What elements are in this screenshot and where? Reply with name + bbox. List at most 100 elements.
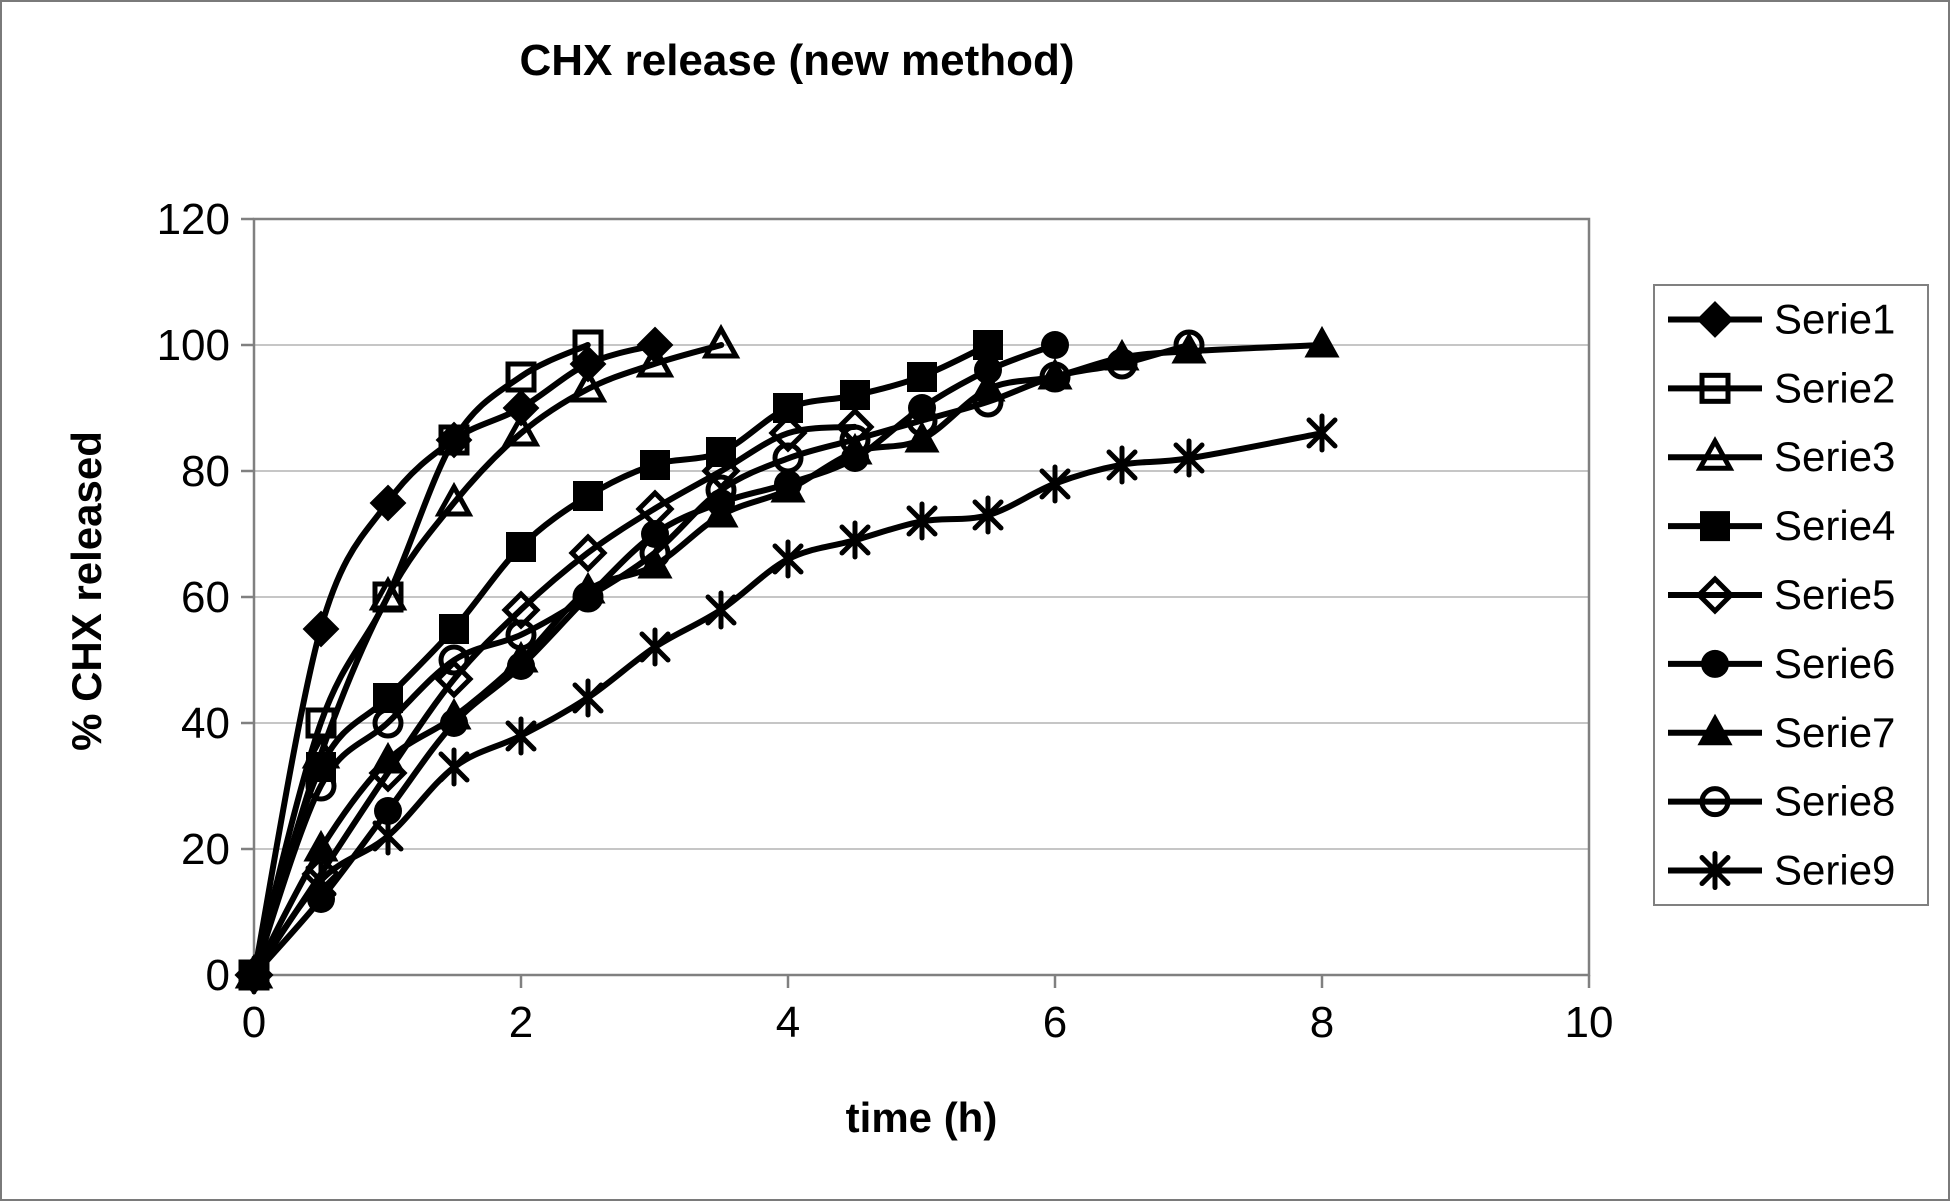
asterisk-stroke	[305, 865, 337, 897]
marker-triangle-open	[1695, 436, 1735, 471]
marker-square-filled	[1700, 511, 1730, 542]
marker-asterisk	[372, 816, 404, 856]
marker-square-filled	[840, 380, 870, 410]
marker-square-open	[1699, 372, 1731, 404]
marker-triangle-open	[701, 323, 741, 359]
marker-triangle-filled	[904, 420, 940, 453]
marker-asterisk	[705, 590, 737, 630]
asterisk-stroke	[906, 505, 938, 537]
asterisk-stroke	[438, 751, 470, 783]
legend-label: Serie3	[1774, 433, 1895, 480]
legend-item: Serie6	[1668, 640, 1895, 687]
marker-triangle-open	[368, 575, 408, 611]
legend-item: Serie3	[1668, 433, 1895, 480]
marker-asterisk	[839, 520, 871, 560]
marker-circle-open	[1106, 348, 1138, 380]
marker-asterisk	[572, 678, 604, 718]
marker-square-filled	[907, 362, 937, 392]
marker-diamond-filled	[1696, 301, 1734, 338]
marker-diamond-open	[1695, 575, 1735, 615]
x-tick-label: 6	[1043, 998, 1067, 1047]
marker-asterisk	[1173, 438, 1205, 478]
marker-triangle-filled	[303, 829, 339, 862]
legend-label: Serie8	[1774, 778, 1895, 825]
legend-item: Serie8	[1668, 778, 1895, 825]
marker-triangle-filled	[436, 697, 472, 730]
marker-diamond-open	[501, 590, 541, 630]
marker-triangle-open	[635, 342, 675, 378]
asterisk-stroke	[705, 594, 737, 626]
marker-triangle-filled	[703, 495, 739, 528]
marker-circle-open	[972, 386, 1004, 418]
asterisk-stroke	[839, 524, 871, 556]
x-tick-label: 2	[509, 998, 533, 1047]
marker-square-filled	[973, 330, 1003, 360]
y-tick-label: 40	[181, 699, 230, 748]
asterisk-stroke	[238, 959, 270, 991]
marker-square-filled	[506, 532, 536, 562]
asterisk-stroke	[639, 631, 671, 663]
marker-circle-open	[1039, 361, 1071, 393]
asterisk-stroke	[1699, 855, 1731, 887]
asterisk-stroke	[1173, 442, 1205, 474]
marker-triangle-open	[501, 411, 541, 447]
y-tick-label: 20	[181, 825, 230, 874]
y-tick-label: 100	[157, 321, 230, 370]
marker-triangle-open	[434, 481, 474, 517]
y-tick-label: 0	[206, 951, 230, 1000]
marker-asterisk	[305, 861, 337, 901]
marker-circle-filled	[374, 797, 402, 825]
marker-diamond-filled	[369, 484, 407, 522]
legend-label: Serie5	[1774, 571, 1895, 618]
marker-triangle-filled	[503, 640, 539, 673]
legend-item: Serie4	[1668, 502, 1895, 549]
marker-circle-open	[305, 770, 337, 802]
marker-diamond-filled	[302, 610, 340, 648]
legend: Serie1 Serie2 Serie3 Serie4 Serie5 Serie6 Seri…	[1653, 284, 1929, 906]
marker-triangle-open	[568, 367, 608, 403]
legend-item: Serie1	[1668, 295, 1895, 342]
marker-triangle-filled	[770, 470, 806, 503]
marker-circle-open	[772, 442, 804, 474]
marker-triangle-filled	[370, 741, 406, 774]
y-tick-label: 80	[181, 447, 230, 496]
chart-title: CHX release (new method)	[519, 36, 1075, 85]
x-tick-label: 4	[776, 998, 800, 1047]
asterisk-stroke	[1039, 468, 1071, 500]
asterisk-stroke	[972, 499, 1004, 531]
marker-circle-open	[906, 405, 938, 437]
marker-diamond-open	[568, 533, 608, 573]
marker-asterisk	[438, 747, 470, 787]
x-tick-label: 10	[1565, 998, 1614, 1047]
marker-circle-open	[639, 537, 671, 569]
marker-asterisk	[1699, 851, 1731, 891]
marker-diamond-open	[434, 659, 474, 699]
legend-label: Serie1	[1774, 295, 1895, 342]
y-tick-label: 120	[157, 195, 230, 244]
marker-square-filled	[439, 614, 469, 644]
marker-asterisk	[238, 955, 270, 995]
legend-label: Serie4	[1774, 502, 1895, 549]
marker-asterisk	[1039, 464, 1071, 504]
series-serie8	[238, 329, 1205, 991]
asterisk-stroke	[1106, 449, 1138, 481]
marker-asterisk	[639, 627, 671, 667]
series-line	[251, 430, 1325, 978]
marker-circle-open	[372, 707, 404, 739]
marker-circle-open	[705, 474, 737, 506]
asterisk-stroke	[372, 820, 404, 852]
marker-square-open	[505, 361, 537, 393]
marker-asterisk	[1306, 413, 1338, 453]
legend-item: Serie9	[1668, 847, 1895, 894]
marker-diamond-filled	[502, 389, 540, 427]
marker-asterisk	[505, 716, 537, 756]
legend-label: Serie7	[1774, 709, 1895, 756]
marker-diamond-open	[768, 413, 808, 453]
marker-square-filled	[373, 683, 403, 713]
marker-asterisk	[972, 495, 1004, 535]
marker-circle-filled	[1041, 331, 1069, 359]
marker-square-open	[572, 329, 604, 361]
asterisk-stroke	[505, 720, 537, 752]
